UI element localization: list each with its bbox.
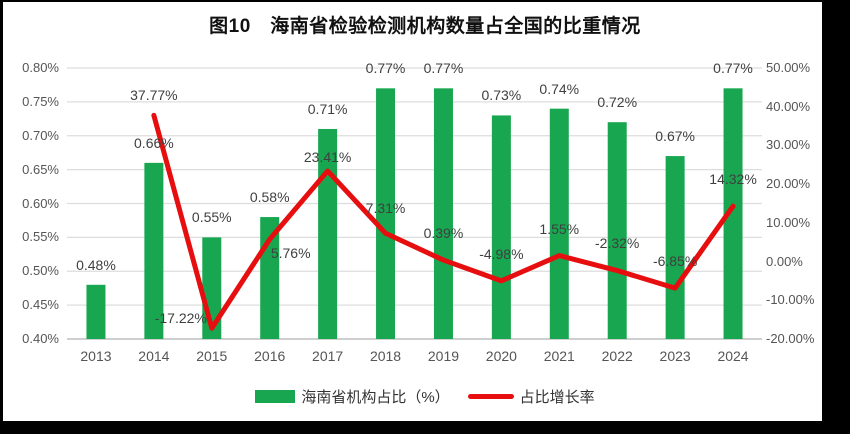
x-axis-year-label: 2018 <box>369 348 402 364</box>
y-axis-left-tick-label: 0.80% <box>22 60 59 75</box>
y-axis-left-tick-label: 0.70% <box>22 127 59 143</box>
x-axis-year-label: 2015 <box>196 348 228 364</box>
x-axis-year-label: 2013 <box>80 348 112 364</box>
x-axis-year-label: 2017 <box>312 348 344 364</box>
bar-value-label: 0.71% <box>307 100 348 117</box>
legend: 海南省机构占比（%） 占比增长率 <box>0 385 850 407</box>
bar-2023 <box>665 156 685 339</box>
line-value-label: -6.85% <box>652 253 698 270</box>
y-axis-right-tick-label: 30.00% <box>766 137 811 153</box>
y-axis-right-tick-label: 10.00% <box>766 214 811 230</box>
y-axis-right-tick-label: 0.00% <box>766 253 803 269</box>
bar-value-label: 0.73% <box>481 87 522 104</box>
y-axis-right-tick-label: -10.00% <box>766 292 815 308</box>
bar-value-label: 0.77% <box>713 60 753 77</box>
y-axis-left-tick-label: 0.45% <box>22 297 59 313</box>
x-axis-year-label: 2014 <box>138 348 170 364</box>
screenshot-border-bottom <box>0 421 850 434</box>
growth-rate-line <box>151 112 736 331</box>
bar-value-label: 0.67% <box>655 128 695 145</box>
line-value-label: 14.32% <box>709 171 757 188</box>
y-axis-left-tick-label: 0.60% <box>22 195 59 211</box>
bar-2018 <box>376 88 396 339</box>
line-value-label: 37.77% <box>130 87 178 104</box>
x-axis-year-label: 2016 <box>254 348 286 364</box>
x-axis-year-label: 2022 <box>601 348 633 364</box>
bar-2022 <box>607 122 627 339</box>
bar-value-label: 0.58% <box>249 189 290 206</box>
line-value-label: 5.76% <box>270 245 311 262</box>
bar-value-label: 0.48% <box>76 256 116 273</box>
legend-line-label: 占比增长率 <box>519 388 595 406</box>
line-value-label: -2.32% <box>595 234 640 251</box>
x-axis-year-label: 2020 <box>485 348 517 364</box>
bar-value-label: 0.74% <box>539 80 580 97</box>
line-value-label: -4.98% <box>479 245 524 262</box>
screenshot-border-top <box>0 0 850 2</box>
bar-value-label: 0.77% <box>365 60 406 77</box>
y-axis-right-tick-label: 40.00% <box>766 98 811 114</box>
y-axis-left-tick-label: 0.75% <box>22 93 59 109</box>
line-value-label: 23.41% <box>303 148 352 165</box>
legend-bar-label: 海南省机构占比（%） <box>301 388 450 406</box>
bar-2020 <box>491 115 511 339</box>
bar-2019 <box>433 88 453 339</box>
line-value-label: -17.22% <box>154 310 207 327</box>
y-axis-left-tick-label: 0.40% <box>22 331 59 346</box>
line-series-swatch-icon <box>467 393 514 399</box>
legend-item-bar-series: 海南省机构占比（%） <box>255 386 450 407</box>
bar-value-label: 0.66% <box>134 134 174 151</box>
legend-item-line-series: 占比增长率 <box>467 386 595 407</box>
bar-series-swatch-icon <box>255 389 296 403</box>
bar-2014 <box>144 162 164 339</box>
screenshot-border-left <box>0 0 3 434</box>
bar-2017 <box>318 128 338 339</box>
screenshot-border-right <box>822 0 850 434</box>
line-value-label: 7.31% <box>365 200 406 217</box>
bar-value-label: 0.77% <box>423 60 464 77</box>
y-axis-right-tick-label: 20.00% <box>766 176 811 192</box>
bar-value-label: 0.55% <box>191 209 232 226</box>
y-axis-right-tick-label: -20.00% <box>766 331 815 346</box>
bar-2021 <box>549 108 569 340</box>
y-axis-right-tick-label: 50.00% <box>766 60 811 75</box>
bar-2024 <box>723 88 743 339</box>
x-axis-year-label: 2023 <box>659 348 691 364</box>
y-axis-left-tick-label: 0.65% <box>22 161 59 177</box>
x-axis-year-label: 2019 <box>427 348 460 364</box>
y-axis-left-tick-label: 0.55% <box>22 229 59 245</box>
line-value-label: 1.55% <box>539 220 580 237</box>
y-axis-left-tick-label: 0.50% <box>22 263 59 279</box>
bar-value-label: 0.72% <box>597 94 638 111</box>
x-axis-year-label: 2021 <box>543 348 575 364</box>
chart-title: 图10 海南省检验检测机构数量占全国的比重情况 <box>209 16 641 37</box>
line-value-label: 0.39% <box>423 225 464 242</box>
x-axis-year-label: 2024 <box>717 348 749 364</box>
bar-2013 <box>86 284 106 339</box>
